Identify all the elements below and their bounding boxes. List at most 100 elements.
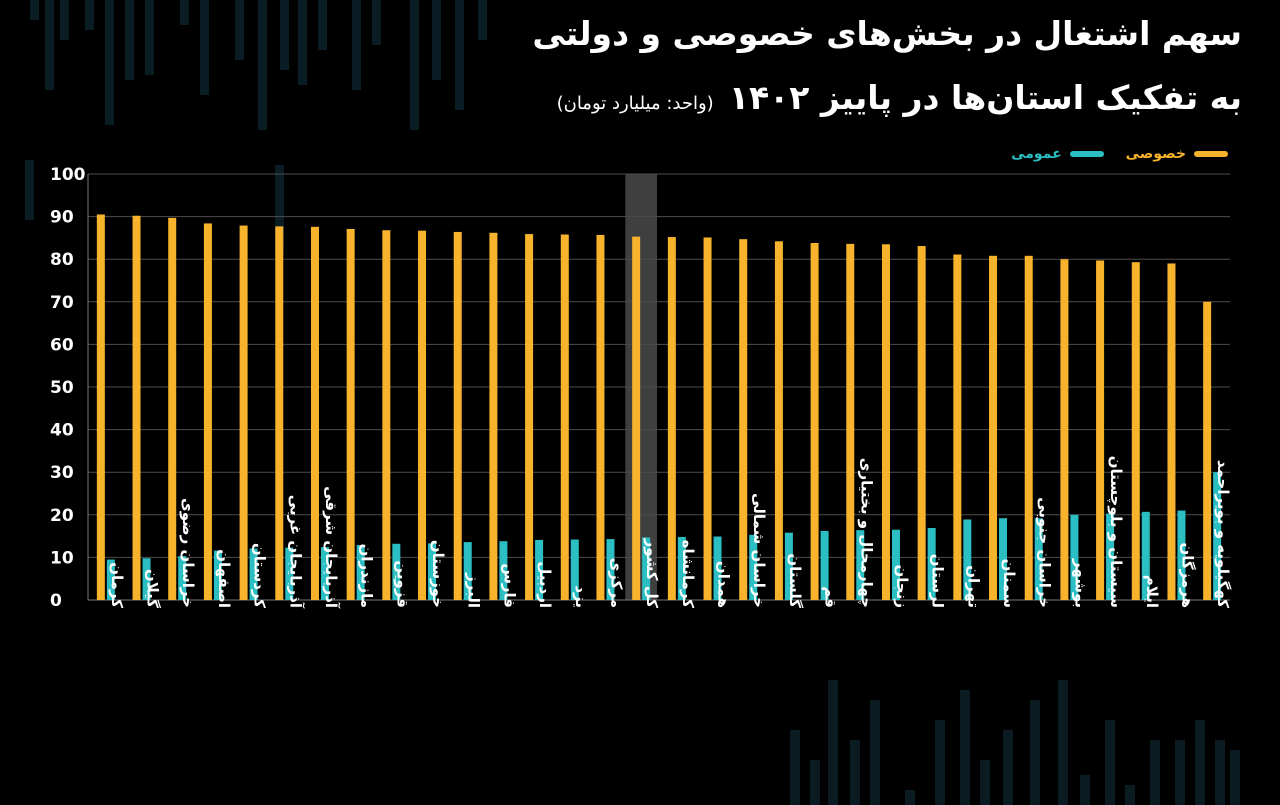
- x-category-label: خراسان شمالی: [750, 493, 768, 608]
- x-category-label: کل کشور: [643, 538, 661, 609]
- x-category-label: یزد: [572, 585, 590, 608]
- background-bar: [352, 0, 361, 90]
- bar-public: [320, 547, 329, 600]
- x-category-label: فارس: [500, 563, 518, 608]
- x-category-label: قم: [822, 586, 840, 608]
- bar-private: [1167, 263, 1176, 600]
- x-category-label: خراسان رضوی: [179, 498, 197, 608]
- bar-private: [989, 255, 998, 601]
- background-bar: [790, 730, 800, 805]
- x-category-label: همدان: [715, 561, 733, 608]
- bar-private: [96, 214, 105, 600]
- background-bar: [960, 690, 970, 805]
- x-category-label: سیستان و بلوچستان: [1106, 456, 1125, 608]
- chart-title-line2: به تفکیک استان‌ها در پاییز ۱۴۰۲ (واحد: م…: [557, 78, 1242, 117]
- background-bar: [30, 0, 39, 20]
- y-tick-label: 30: [50, 463, 74, 483]
- x-category-label: گلستان: [786, 553, 804, 608]
- legend-swatch-public: [1069, 151, 1104, 157]
- background-bar: [455, 0, 464, 110]
- bar-public: [285, 547, 294, 600]
- background-bar: [905, 790, 915, 805]
- bar-private: [132, 215, 141, 601]
- bar-public: [1213, 472, 1222, 600]
- bar-private: [525, 234, 534, 601]
- bar-public: [356, 545, 365, 600]
- bar-public: [392, 543, 401, 600]
- bar-public: [1106, 513, 1115, 600]
- background-bar: [125, 0, 134, 80]
- background-bar: [1175, 740, 1185, 805]
- y-tick-label: 90: [50, 208, 74, 228]
- chart-unit-note: (واحد: میلیارد تومان): [556, 93, 714, 114]
- background-bar: [432, 0, 441, 80]
- background-bar: [935, 720, 945, 805]
- x-category-label: هرمزگان: [1178, 542, 1196, 608]
- background-bar: [828, 680, 838, 805]
- x-category-label: اصفهان: [215, 549, 233, 608]
- x-category-label: اردبیل: [536, 561, 554, 608]
- x-category-label: مرکزی: [607, 558, 625, 608]
- bar-private: [953, 254, 962, 600]
- background-bar: [25, 160, 34, 220]
- bar-public: [142, 558, 151, 600]
- background-bar: [318, 0, 327, 50]
- background-bar: [280, 0, 289, 70]
- bar-private: [1060, 259, 1069, 600]
- background-bar: [298, 0, 307, 85]
- bar-private: [275, 226, 284, 600]
- background-bar: [275, 165, 284, 255]
- x-category-label: قزوین: [393, 560, 411, 608]
- background-bar: [410, 0, 419, 130]
- y-tick-label: 60: [50, 335, 74, 355]
- bar-private: [382, 230, 391, 600]
- background-bar: [258, 0, 267, 130]
- bar-public: [784, 532, 793, 600]
- bar-private: [774, 241, 783, 601]
- y-tick-label: 0: [50, 591, 62, 611]
- bar-public: [749, 534, 758, 600]
- bar-private: [239, 225, 248, 600]
- bar-public: [1034, 518, 1043, 600]
- background-bar: [870, 700, 880, 805]
- bar-private: [346, 228, 355, 601]
- bar-public: [713, 536, 722, 600]
- background-bar: [1080, 775, 1090, 805]
- background-bar: [1230, 750, 1240, 805]
- bar-public: [999, 518, 1008, 600]
- y-tick-label: 70: [50, 293, 74, 313]
- background-bar: [105, 0, 114, 125]
- background-bar: [85, 0, 94, 30]
- y-tick-label: 50: [50, 378, 74, 398]
- background-bar: [1030, 700, 1040, 805]
- bar-public: [499, 541, 508, 600]
- background-bar: [1150, 740, 1160, 805]
- background-bar: [810, 760, 820, 805]
- bar-public: [428, 543, 437, 600]
- legend-label-public: عمومی: [1011, 146, 1062, 162]
- y-tick-label: 100: [50, 165, 86, 185]
- bar-private: [667, 237, 676, 600]
- x-category-label: بوشهر: [1071, 558, 1089, 608]
- bar-public: [820, 530, 829, 600]
- bar-private: [1024, 255, 1033, 601]
- y-tick-label: 10: [50, 548, 74, 568]
- y-tick-label: 80: [50, 250, 74, 270]
- background-bar: [235, 0, 244, 60]
- background-bar: [1003, 730, 1013, 805]
- bar-public: [1141, 511, 1150, 600]
- background-bar: [45, 0, 54, 90]
- x-category-label: لرستان: [929, 554, 947, 608]
- x-category-label: کرمان: [108, 562, 126, 608]
- legend-item-public: عمومی: [1011, 146, 1104, 162]
- bar-private: [703, 237, 712, 600]
- bar-private: [881, 244, 890, 601]
- bar-private: [846, 243, 855, 600]
- legend-item-private: خصوصی: [1126, 146, 1228, 162]
- background-bar: [1195, 720, 1205, 805]
- bar-private: [453, 231, 462, 600]
- background-bar: [850, 740, 860, 805]
- x-category-label: گیلان: [144, 569, 162, 608]
- bar-public: [1177, 510, 1186, 600]
